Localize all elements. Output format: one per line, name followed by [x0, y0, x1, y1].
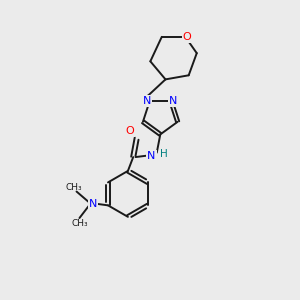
Text: N: N	[147, 151, 156, 160]
Text: CH₃: CH₃	[72, 219, 88, 228]
Text: O: O	[182, 32, 191, 42]
Text: N: N	[143, 96, 152, 106]
Text: O: O	[125, 126, 134, 136]
Text: H: H	[160, 149, 168, 159]
Text: N: N	[88, 199, 97, 209]
Text: CH₃: CH₃	[66, 184, 82, 193]
Text: N: N	[169, 96, 178, 106]
